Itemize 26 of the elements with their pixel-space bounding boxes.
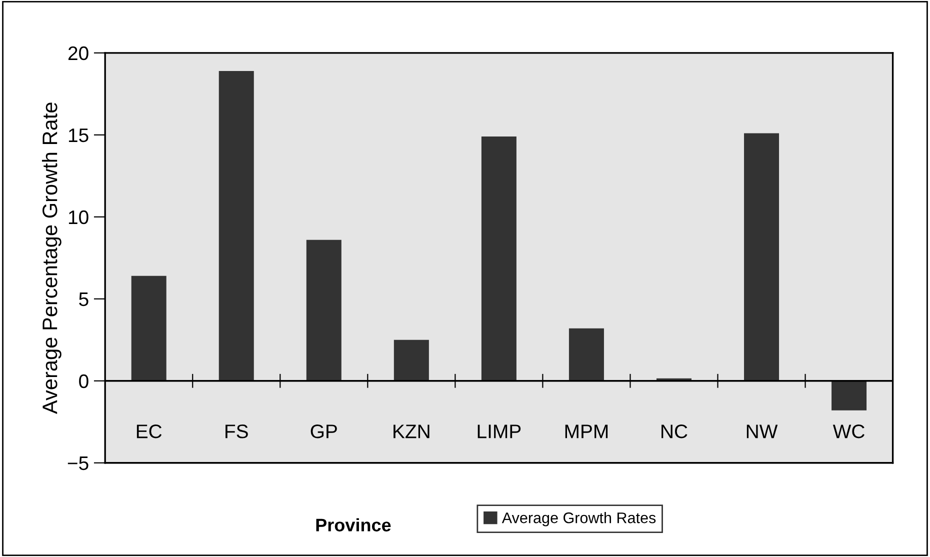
- bar: [744, 133, 780, 381]
- y-tick-label: 5: [79, 292, 88, 306]
- bar: [568, 328, 604, 381]
- bar: [481, 136, 516, 381]
- x-tick-label: EC: [136, 424, 162, 438]
- y-tick-label: 15: [68, 128, 88, 142]
- legend-label: Average Growth Rates: [502, 512, 656, 526]
- bar: [131, 276, 166, 381]
- x-tick-label: KZN: [394, 424, 430, 438]
- x-tick-label: NW: [746, 424, 778, 438]
- x-tick-label: MPM: [565, 424, 608, 438]
- x-tick-label: NC: [662, 424, 688, 438]
- bar: [218, 70, 254, 381]
- y-tick-label: −5: [68, 456, 88, 470]
- y-axis-title: Average Percentage Growth Rate: [42, 102, 62, 414]
- x-tick-label: FS: [226, 424, 248, 438]
- x-axis-title: Province: [316, 518, 391, 532]
- x-tick-label: WC: [832, 424, 864, 438]
- y-tick-label: 10: [68, 210, 88, 224]
- bar: [306, 240, 342, 381]
- y-tick-label: 0: [79, 374, 88, 388]
- bar: [832, 380, 867, 410]
- y-tick-label: 20: [68, 46, 88, 60]
- bar: [394, 340, 429, 381]
- x-tick-label: GP: [310, 424, 337, 438]
- x-tick-label: LIMP: [478, 424, 521, 438]
